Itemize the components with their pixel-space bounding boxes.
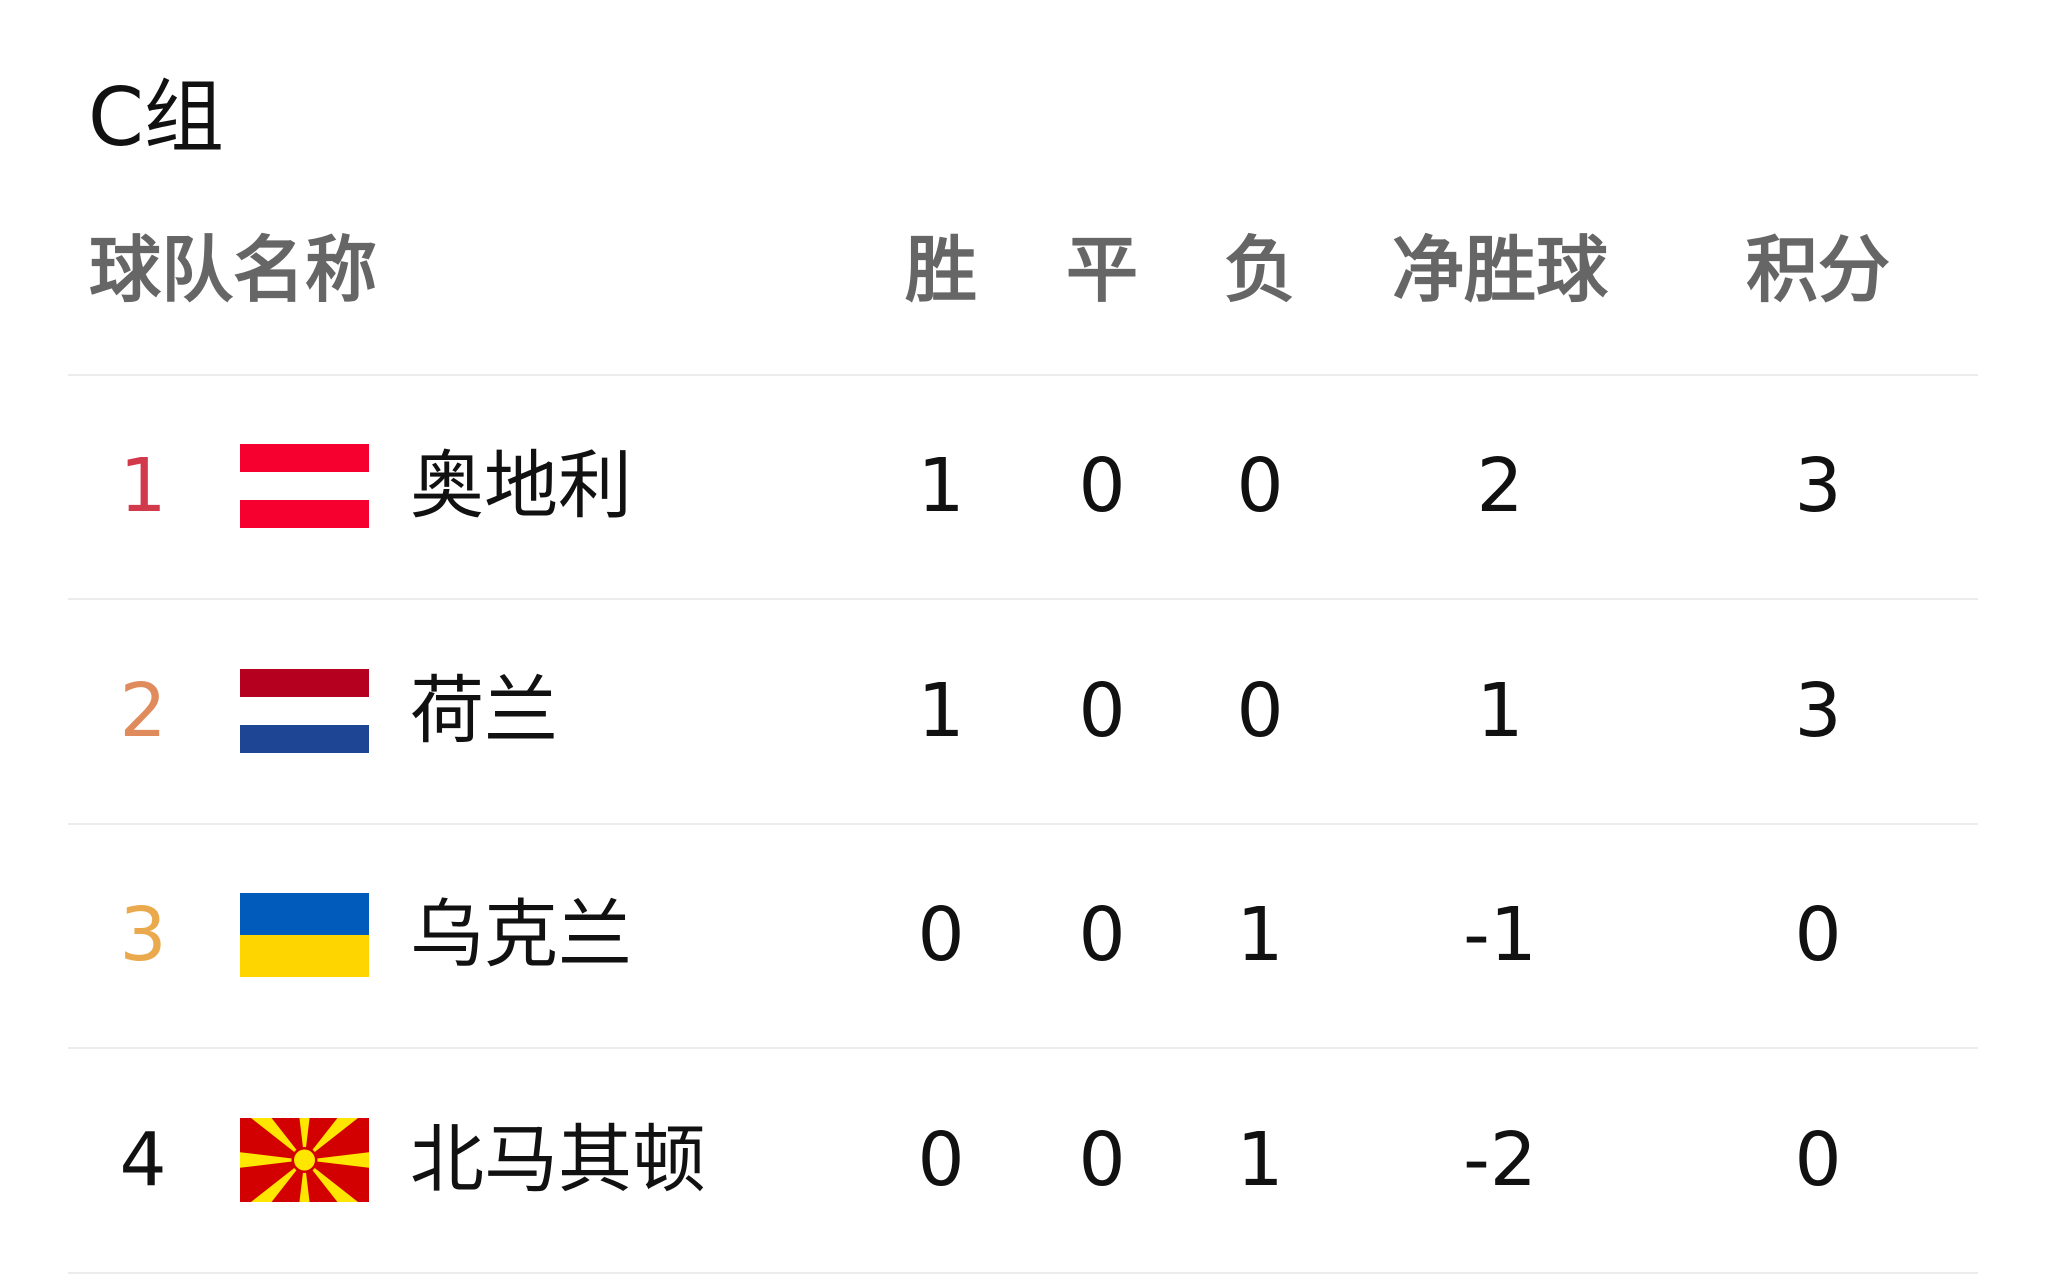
points: 0 bbox=[1794, 892, 1842, 978]
team-name[interactable]: 乌克兰 bbox=[410, 892, 632, 978]
goal-difference: 2 bbox=[1476, 443, 1524, 529]
draws: 0 bbox=[1078, 1116, 1126, 1203]
losses: 1 bbox=[1236, 892, 1284, 978]
draws: 0 bbox=[1078, 667, 1126, 754]
team-name[interactable]: 奥地利 bbox=[410, 443, 632, 529]
wins: 1 bbox=[917, 667, 965, 754]
wins: 0 bbox=[917, 1116, 965, 1203]
table-row[interactable]: 2 荷兰 1 0 0 1 3 bbox=[0, 599, 2045, 823]
table-row[interactable]: 3 乌克兰 0 0 1 -1 0 bbox=[0, 823, 2045, 1047]
divider bbox=[68, 822, 1978, 825]
goal-difference: -2 bbox=[1463, 1116, 1537, 1203]
points: 3 bbox=[1794, 443, 1842, 529]
header-team: 球队名称 bbox=[89, 228, 378, 312]
header-draws: 平 bbox=[1065, 228, 1139, 312]
table-row[interactable]: 1 奥地利 1 0 0 2 3 bbox=[0, 374, 2045, 598]
rank: 3 bbox=[119, 892, 167, 978]
team-name[interactable]: 北马其顿 bbox=[410, 1116, 706, 1203]
draws: 0 bbox=[1078, 443, 1126, 529]
header-goal-difference: 净胜球 bbox=[1391, 228, 1609, 312]
divider bbox=[68, 1271, 1978, 1274]
losses: 0 bbox=[1236, 667, 1284, 754]
rank: 4 bbox=[119, 1116, 167, 1203]
divider bbox=[68, 1047, 1978, 1049]
table-row[interactable]: 4 北马其顿 0 0 1 -2 0 bbox=[0, 1048, 2045, 1272]
ukraine-flag-icon bbox=[240, 893, 369, 977]
austria-flag-icon bbox=[240, 444, 369, 528]
divider bbox=[68, 598, 1978, 600]
netherlands-flag-icon bbox=[240, 668, 369, 753]
wins: 1 bbox=[917, 443, 965, 529]
points: 0 bbox=[1794, 1116, 1842, 1203]
header-wins: 胜 bbox=[904, 228, 978, 312]
north-macedonia-flag-icon bbox=[195, 1050, 414, 1269]
rank: 1 bbox=[119, 443, 167, 529]
wins: 0 bbox=[917, 892, 965, 978]
losses: 1 bbox=[1236, 1116, 1284, 1203]
losses: 0 bbox=[1236, 443, 1284, 529]
header-points: 积分 bbox=[1745, 228, 1891, 312]
header-losses: 负 bbox=[1223, 228, 1297, 312]
divider bbox=[68, 374, 1978, 376]
draws: 0 bbox=[1078, 892, 1126, 978]
group-title: C组 bbox=[88, 71, 224, 164]
goal-difference: 1 bbox=[1476, 667, 1524, 754]
rank: 2 bbox=[119, 667, 167, 754]
goal-difference: -1 bbox=[1463, 892, 1537, 978]
points: 3 bbox=[1794, 667, 1842, 754]
team-name[interactable]: 荷兰 bbox=[410, 667, 558, 754]
